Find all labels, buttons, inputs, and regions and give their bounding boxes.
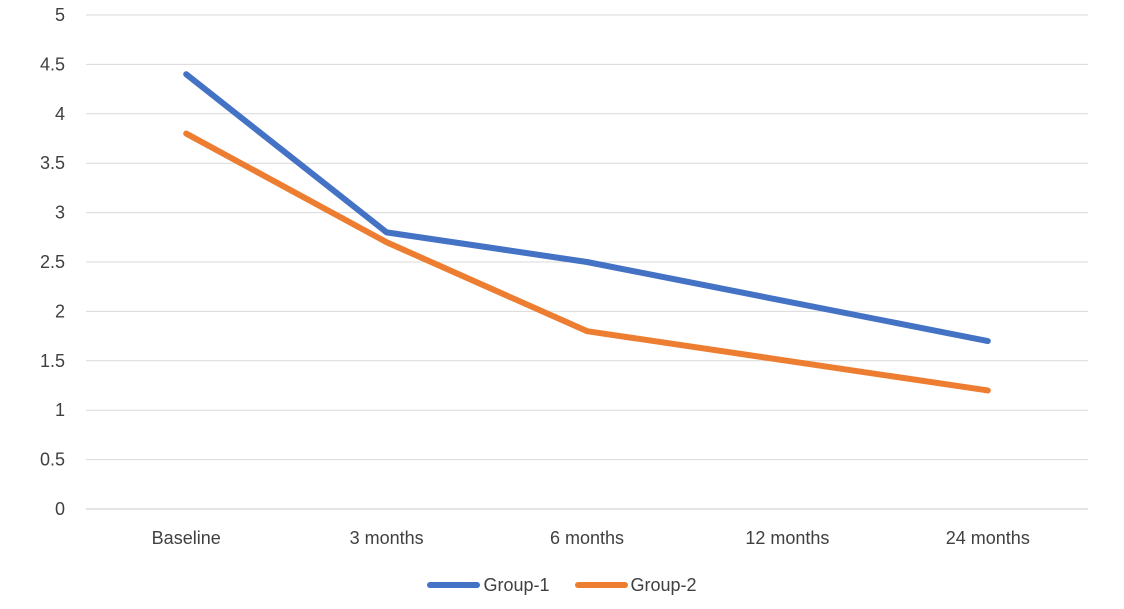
legend-label: Group-2 xyxy=(630,575,697,595)
y-tick-label: 3 xyxy=(55,203,65,223)
y-tick-label: 5 xyxy=(55,5,65,25)
y-tick-label: 1 xyxy=(55,400,65,420)
y-tick-label: 1.5 xyxy=(40,351,65,371)
y-tick-label: 4 xyxy=(55,104,65,124)
y-tick-label: 2 xyxy=(55,301,65,321)
x-category-label: 3 months xyxy=(350,528,424,548)
y-tick-label: 4.5 xyxy=(40,54,65,74)
y-tick-label: 0 xyxy=(55,499,65,519)
x-category-label: 6 months xyxy=(550,528,624,548)
x-category-label: Baseline xyxy=(152,528,221,548)
y-tick-label: 3.5 xyxy=(40,153,65,173)
series-line-group-2 xyxy=(183,130,991,394)
x-category-label: 12 months xyxy=(745,528,829,548)
series-line-group-1 xyxy=(183,71,991,345)
legend-line-marker xyxy=(427,582,481,588)
legend-item-group-1: Group-1 xyxy=(427,575,550,595)
x-category-label: 24 months xyxy=(946,528,1030,548)
y-tick-label: 0.5 xyxy=(40,450,65,470)
chart-legend: Group-1 Group-2 xyxy=(0,576,1124,594)
y-tick-label: 2.5 xyxy=(40,252,65,272)
legend-item-group-2: Group-2 xyxy=(574,575,697,595)
legend-line-marker xyxy=(574,582,628,588)
legend-label: Group-1 xyxy=(483,575,550,595)
